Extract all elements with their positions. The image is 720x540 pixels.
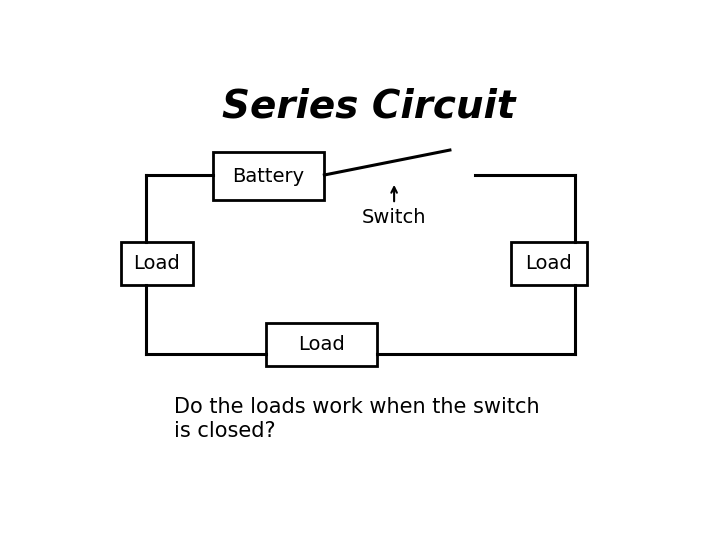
Text: Battery: Battery (233, 166, 305, 186)
Bar (121, 241, 193, 285)
Text: Load: Load (134, 254, 180, 273)
Bar (266, 322, 377, 366)
Bar (213, 152, 324, 200)
Text: Load: Load (526, 254, 572, 273)
Text: Load: Load (298, 335, 345, 354)
Text: Switch: Switch (362, 208, 426, 227)
Bar (511, 241, 587, 285)
Text: Series Circuit: Series Circuit (222, 87, 516, 125)
Text: Do the loads work when the switch
is closed?: Do the loads work when the switch is clo… (174, 397, 539, 441)
